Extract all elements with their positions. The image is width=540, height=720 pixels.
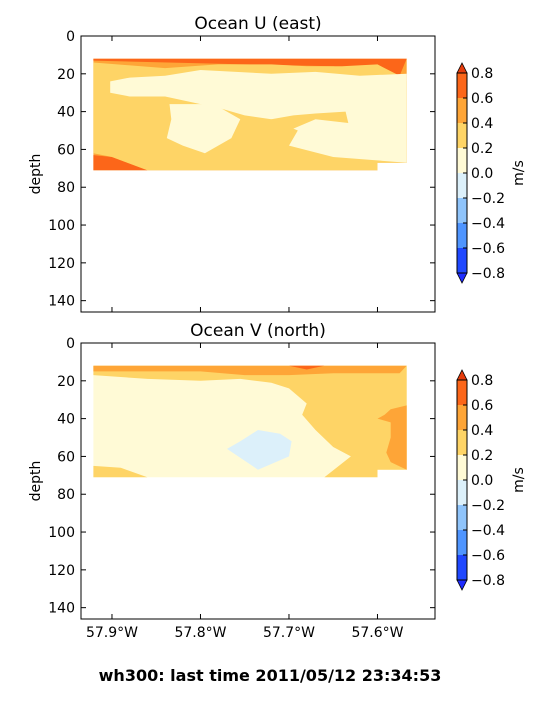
plot-frame (80, 342, 436, 620)
colorbar-segment (457, 173, 467, 198)
contour-region (289, 365, 325, 370)
colorbar-segment (457, 455, 467, 480)
y-tick-label: 60 (57, 449, 75, 465)
colorbar-tick-label: −0.4 (471, 523, 505, 539)
x-tick-label: 57.9°W (86, 625, 138, 641)
colorbar-tick-label: −0.8 (471, 266, 505, 282)
contour-region (93, 365, 407, 478)
contour-region (166, 104, 241, 154)
plot-frame (80, 35, 436, 313)
y-tick-label: 40 (57, 412, 75, 428)
colorbar-tick-label: 0.4 (471, 423, 493, 439)
y-tick-label: 120 (48, 256, 75, 272)
x-axis (111, 36, 378, 312)
colorbar-tick-label: −0.2 (471, 191, 505, 207)
colorbar-tick-label: 0.2 (471, 448, 493, 464)
colorbar-segment (457, 480, 467, 505)
colorbar-tick-label: −0.6 (471, 241, 505, 257)
y-tick-label: 0 (66, 336, 75, 352)
y-tick-label: 40 (57, 105, 75, 121)
figure-footer-title: wh300: last time 2011/05/12 23:34:53 (98, 666, 442, 685)
colorbar-tick-label: 0.0 (471, 473, 493, 489)
contour-region (93, 155, 148, 171)
x-tick-label: 57.6°W (351, 625, 403, 641)
contour-region (253, 111, 349, 131)
chart-title: Ocean V (north) (190, 321, 326, 341)
colorbar-tick-label: −0.8 (471, 573, 505, 589)
colorbar-tick-label: 0.0 (471, 166, 493, 182)
x-tick-label: 57.8°W (174, 625, 226, 641)
contour-region (93, 365, 407, 376)
v-north-panel: Ocean V (north) 57.9°W 57.8°W 57.7°W 57.6°W… (28, 321, 527, 641)
colorbar-tick-label: 0.4 (471, 116, 493, 132)
y-axis-label: depth (28, 154, 44, 195)
contour-region (227, 430, 292, 470)
colorbar-tick-label: −0.4 (471, 216, 505, 232)
y-tick-label: 20 (57, 67, 75, 83)
colorbar-segment (457, 223, 467, 248)
colorbar-segment (457, 505, 467, 530)
chart-title: Ocean U (east) (194, 14, 321, 34)
y-tick-label: 100 (48, 218, 75, 234)
contour-fill-layer (93, 58, 407, 171)
colorbar-segment (457, 198, 467, 223)
y-tick-label: 0 (66, 29, 75, 45)
x-axis: 57.9°W 57.8°W 57.7°W 57.6°W (86, 343, 404, 641)
colorbar-segment (457, 123, 467, 148)
colorbar-extend-min (456, 272, 468, 284)
colorbar-tick-label: −0.6 (471, 548, 505, 564)
colorbar-segment (457, 248, 467, 273)
colorbar-segment (457, 380, 467, 405)
y-axis: 0 20 40 60 80 100 120 140 (48, 336, 435, 617)
colorbar-label: m/s (511, 160, 527, 186)
y-axis: 0 20 40 60 80 100 120 140 (48, 29, 435, 310)
contour-region (93, 58, 407, 76)
colorbar-segment (457, 530, 467, 555)
colorbar-segment (457, 405, 467, 430)
contour-region (110, 70, 407, 163)
y-tick-label: 60 (57, 142, 75, 158)
colorbar-tick-label: 0.2 (471, 141, 493, 157)
y-tick-label: 140 (48, 601, 75, 617)
colorbar-segment (457, 73, 467, 98)
y-tick-label: 140 (48, 294, 75, 310)
contour-region (93, 465, 148, 478)
colorbar-tick-label: 0.8 (471, 373, 493, 389)
y-tick-label: 100 (48, 525, 75, 541)
x-tick-label: 57.7°W (263, 625, 315, 641)
y-tick-label: 80 (57, 487, 75, 503)
colorbar-label: m/s (511, 467, 527, 493)
colorbar-segment (457, 148, 467, 173)
colorbar-segment (457, 430, 467, 455)
contour-region (377, 405, 407, 470)
colorbar-extend-min (456, 579, 468, 591)
colorbar-extend-max (456, 62, 468, 74)
colorbar: 0.8 0.6 0.4 0.2 0.0 −0.2 −0.4 −0.6 −0.8 m/s (456, 62, 527, 284)
colorbar-extend-max (456, 369, 468, 381)
y-tick-label: 120 (48, 563, 75, 579)
colorbar-segment (457, 555, 467, 580)
y-axis-label: depth (28, 461, 44, 502)
contour-fill-layer (93, 365, 407, 478)
colorbar-tick-label: 0.6 (471, 398, 493, 414)
y-tick-label: 20 (57, 374, 75, 390)
colorbar-tick-label: −0.2 (471, 498, 505, 514)
colorbar: 0.8 0.6 0.4 0.2 0.0 −0.2 −0.4 −0.6 −0.8 m/s (456, 369, 527, 591)
colorbar-tick-label: 0.8 (471, 66, 493, 82)
colorbar-tick-label: 0.6 (471, 91, 493, 107)
y-tick-label: 80 (57, 180, 75, 196)
colorbar-segment (457, 98, 467, 123)
